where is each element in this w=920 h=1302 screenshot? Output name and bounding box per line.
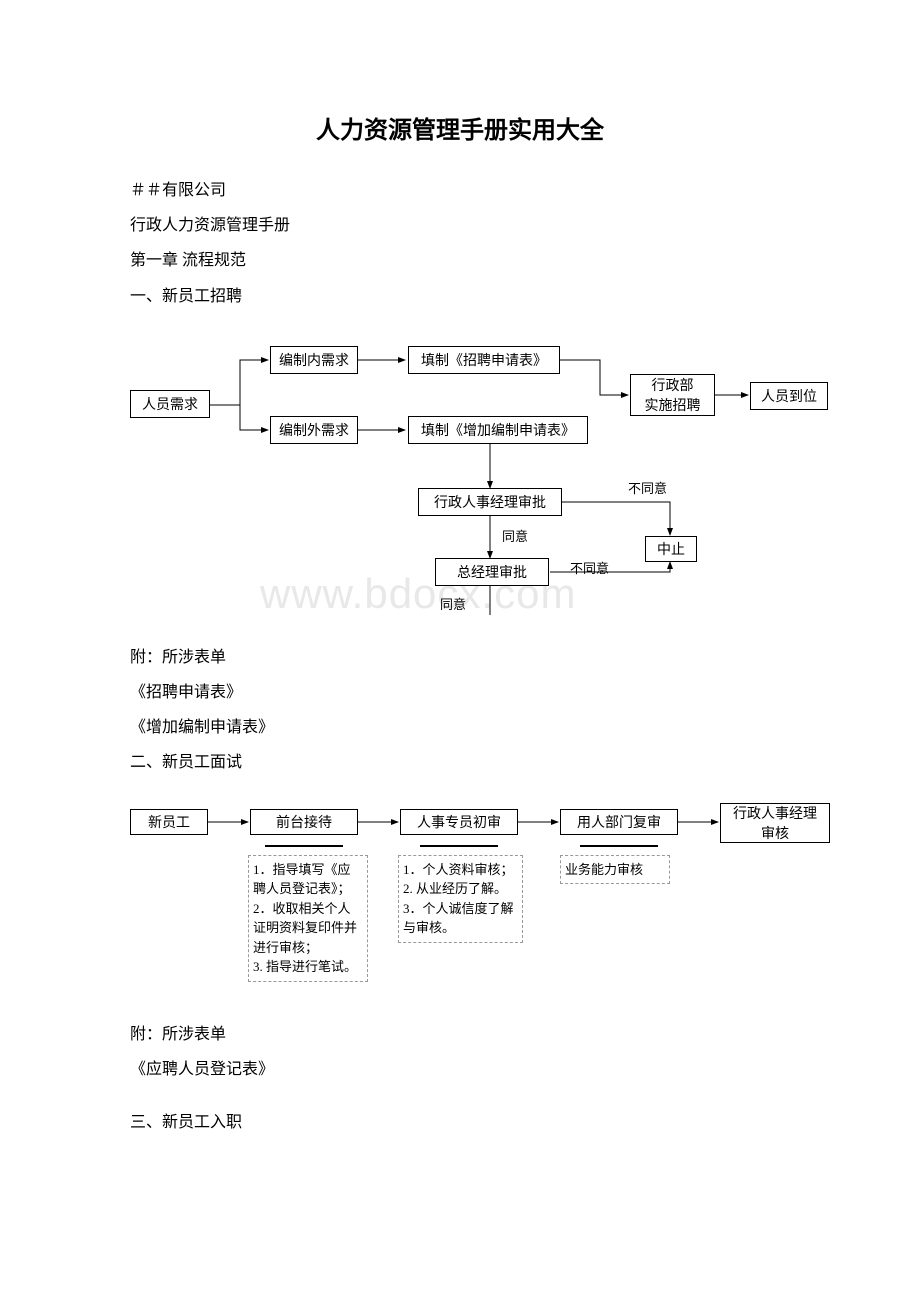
flow1-node-internal: 编制内需求 xyxy=(270,346,358,374)
attach1-form2: 《增加编制申请表》 xyxy=(130,710,790,745)
attach1-heading: 附：所涉表单 xyxy=(130,640,790,675)
flowchart-interview: 新员工 前台接待 人事专员初审 用人部门复审 行政人事经理 审核 1．指导填写《… xyxy=(130,797,850,1007)
attach1-form1: 《招聘申请表》 xyxy=(130,675,790,710)
section1-heading: 一、新员工招聘 xyxy=(130,279,790,314)
flow2-node-reception: 前台接待 xyxy=(250,809,358,835)
flow1-node-fill-add-form: 填制《增加编制申请表》 xyxy=(408,416,588,444)
chapter-line: 第一章 流程规范 xyxy=(130,243,790,278)
attach2-form1: 《应聘人员登记表》 xyxy=(130,1052,790,1087)
flow2-node-hr-mgr-review: 行政人事经理 审核 xyxy=(720,803,830,843)
flow2-note-hr-prelim: 1．个人资料审核； 2. 从业经历了解。 3．个人诚信度了解与审核。 xyxy=(398,855,523,943)
section3-heading: 三、新员工入职 xyxy=(130,1105,790,1140)
flow1-label-disagree-2: 不同意 xyxy=(570,558,609,577)
section2-heading: 二、新员工面试 xyxy=(130,745,790,780)
flow1-node-onboard: 人员到位 xyxy=(750,382,828,410)
flow1-label-agree-2: 同意 xyxy=(440,594,466,613)
flow2-note-dept: 业务能力审核 xyxy=(560,855,670,885)
flow2-connector-2 xyxy=(420,845,498,847)
flow1-node-hr-recruit: 行政部 实施招聘 xyxy=(630,374,715,416)
flow2-connector-3 xyxy=(580,845,658,847)
flow2-node-hr-prelim: 人事专员初审 xyxy=(400,809,518,835)
flow1-node-fill-recruit-form: 填制《招聘申请表》 xyxy=(408,346,560,374)
flow1-node-demand: 人员需求 xyxy=(130,390,210,418)
flow2-node-new-emp: 新员工 xyxy=(130,809,208,835)
flow1-node-stop: 中止 xyxy=(645,536,697,562)
company-line: ＃＃有限公司 xyxy=(130,173,790,208)
flow1-node-hr-mgr-approve: 行政人事经理审批 xyxy=(418,488,562,516)
flow1-label-disagree-1: 不同意 xyxy=(628,478,667,497)
flow2-connector-1 xyxy=(265,845,343,847)
flow2-note-reception: 1．指导填写《应聘人员登记表》； 2．收取相关个人证明资料复印件并进行审核； 3… xyxy=(248,855,368,982)
page-title: 人力资源管理手册实用大全 xyxy=(130,110,790,145)
flow1-node-gm-approve: 总经理审批 xyxy=(435,558,549,586)
attach2-heading: 附：所涉表单 xyxy=(130,1017,790,1052)
flow2-node-dept-review: 用人部门复审 xyxy=(560,809,678,835)
subtitle-line: 行政人力资源管理手册 xyxy=(130,208,790,243)
flowchart-recruitment: 人员需求 编制内需求 编制外需求 填制《招聘申请表》 填制《增加编制申请表》 行… xyxy=(130,330,830,630)
flow1-node-external: 编制外需求 xyxy=(270,416,358,444)
flow1-label-agree-1: 同意 xyxy=(502,526,528,545)
